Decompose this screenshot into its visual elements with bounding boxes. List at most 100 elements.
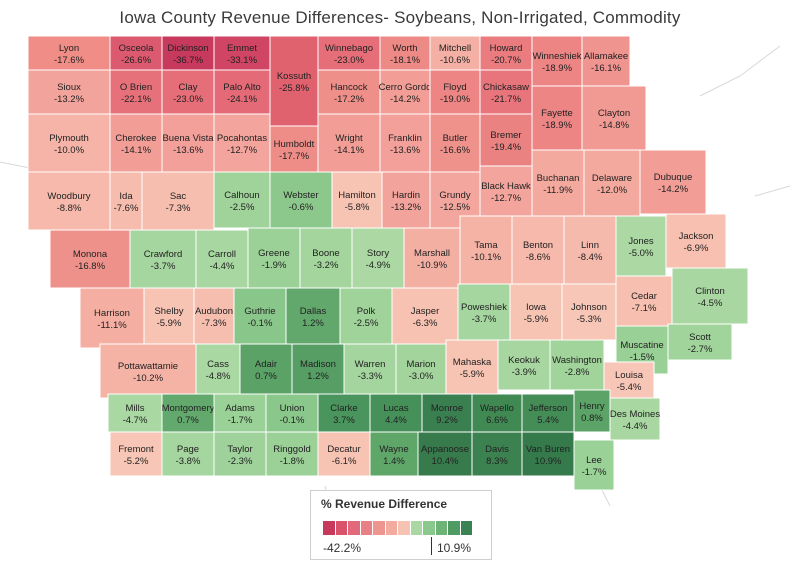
county-buchanan[interactable]: Buchanan-11.9% (531, 149, 585, 217)
county-dickinson[interactable]: Dickinson-36.7% (161, 36, 215, 71)
county-lyon[interactable]: Lyon-17.6% (27, 36, 111, 71)
county-greene[interactable]: Greene-1.9% (247, 227, 301, 289)
county-shape[interactable] (429, 113, 481, 173)
county-shape[interactable] (269, 125, 319, 173)
county-delaware[interactable]: Delaware-12.0% (583, 149, 641, 217)
county-warren[interactable]: Warren-3.3% (343, 343, 397, 395)
county-scott[interactable]: Scott-2.7% (667, 323, 733, 361)
county-shape[interactable] (615, 275, 673, 327)
county-clinton[interactable]: Clinton-4.5% (671, 267, 749, 325)
county-hancock[interactable]: Hancock-17.2% (317, 69, 381, 115)
county-shape[interactable] (445, 339, 499, 395)
county-shape[interactable] (573, 389, 611, 433)
county-shape[interactable] (581, 36, 631, 87)
county-marion[interactable]: Marion-3.0% (395, 343, 447, 395)
county-shape[interactable] (479, 113, 533, 167)
county-des-moines[interactable]: Des Moines-4.4% (609, 397, 661, 441)
county-bremer[interactable]: Bremer-19.4% (479, 113, 533, 167)
county-shape[interactable] (193, 287, 235, 345)
county-boone[interactable]: Boone-3.2% (299, 227, 353, 289)
county-cass[interactable]: Cass-4.8% (195, 343, 241, 395)
county-hamilton[interactable]: Hamilton-5.8% (331, 171, 383, 229)
county-shape[interactable] (351, 227, 405, 289)
county-clayton[interactable]: Clayton-14.8% (581, 85, 647, 151)
county-shape[interactable] (561, 283, 617, 341)
county-palo-alto[interactable]: Palo Alto-24.1% (213, 69, 271, 115)
county-shape[interactable] (459, 215, 513, 285)
county-audubon[interactable]: Audubon-7.3% (193, 287, 235, 345)
county-shape[interactable] (143, 287, 195, 345)
county-sac[interactable]: Sac-7.3% (141, 171, 215, 231)
county-winnebago[interactable]: Winnebago-23.0% (317, 36, 381, 71)
county-shape[interactable] (615, 215, 667, 277)
county-mitchell[interactable]: Mitchell-10.6% (429, 36, 481, 71)
county-fremont[interactable]: Fremont-5.2% (109, 431, 163, 477)
county-worth[interactable]: Worth-18.1% (379, 36, 431, 71)
county-guthrie[interactable]: Guthrie-0.1% (233, 287, 287, 345)
county-emmet[interactable]: Emmet-33.1% (213, 36, 271, 71)
county-shape[interactable] (317, 431, 371, 477)
county-linn[interactable]: Linn-8.4% (563, 215, 617, 285)
county-hardin[interactable]: Hardin-13.2% (381, 171, 431, 229)
county-shape[interactable] (317, 113, 381, 173)
county-cherokee[interactable]: Cherokee-14.1% (109, 113, 163, 173)
county-adams[interactable]: Adams-1.7% (213, 393, 267, 433)
county-polk[interactable]: Polk-2.5% (339, 287, 393, 345)
county-shape[interactable] (285, 287, 341, 345)
county-shape[interactable] (583, 149, 641, 217)
county-story[interactable]: Story-4.9% (351, 227, 405, 289)
county-sioux[interactable]: Sioux-13.2% (27, 69, 111, 115)
county-shape[interactable] (471, 431, 523, 477)
county-shape[interactable] (27, 36, 111, 71)
county-shape[interactable] (27, 171, 111, 231)
county-shape[interactable] (429, 69, 481, 115)
county-carroll[interactable]: Carroll-4.4% (195, 229, 249, 289)
county-dubuque[interactable]: Dubuque-14.2% (639, 149, 707, 215)
county-cerro-gordo[interactable]: Cerro Gordo-14.2% (379, 69, 432, 115)
county-jackson[interactable]: Jackson-6.9% (665, 213, 727, 269)
county-washington[interactable]: Washington-2.8% (549, 339, 605, 391)
county-allamakee[interactable]: Allamakee-16.1% (581, 36, 631, 87)
county-shape[interactable] (107, 393, 163, 433)
county-shape[interactable] (161, 69, 215, 115)
county-fayette[interactable]: Fayette-18.9% (531, 85, 583, 151)
county-humboldt[interactable]: Humboldt-17.7% (269, 125, 319, 173)
county-lee[interactable]: Lee-1.7% (573, 439, 615, 491)
county-shape[interactable] (667, 323, 733, 361)
county-butler[interactable]: Butler-16.6% (429, 113, 481, 173)
county-shape[interactable] (317, 393, 371, 433)
county-union[interactable]: Union-0.1% (265, 393, 319, 433)
county-cedar[interactable]: Cedar-7.1% (615, 275, 673, 327)
county-kossuth[interactable]: Kossuth-25.8% (269, 36, 319, 127)
county-shape[interactable] (109, 171, 143, 231)
county-pocahontas[interactable]: Pocahontas-12.7% (213, 113, 271, 173)
county-iowa[interactable]: Iowa-5.9% (509, 283, 563, 341)
county-benton[interactable]: Benton-8.6% (511, 215, 565, 285)
county-shape[interactable] (161, 393, 215, 433)
county-shape[interactable] (239, 343, 293, 395)
county-louisa[interactable]: Louisa-5.4% (603, 361, 655, 399)
county-shape[interactable] (509, 283, 563, 341)
county-howard[interactable]: Howard-20.7% (479, 36, 533, 71)
county-shape[interactable] (317, 69, 381, 115)
county-shape[interactable] (521, 431, 575, 477)
county-shape[interactable] (195, 343, 241, 395)
county-shape[interactable] (291, 343, 345, 395)
county-monona[interactable]: Monona-16.8% (49, 229, 131, 289)
county-decatur[interactable]: Decatur-6.1% (317, 431, 371, 477)
county-shape[interactable] (531, 85, 583, 151)
county-shape[interactable] (573, 439, 615, 491)
county-shape[interactable] (531, 149, 585, 217)
map-area[interactable]: Lyon -17.6% Osceola -26.6% Dickinson -36.7% Em… (0, 36, 800, 506)
county-shape[interactable] (369, 431, 419, 477)
county-shape[interactable] (671, 267, 749, 325)
